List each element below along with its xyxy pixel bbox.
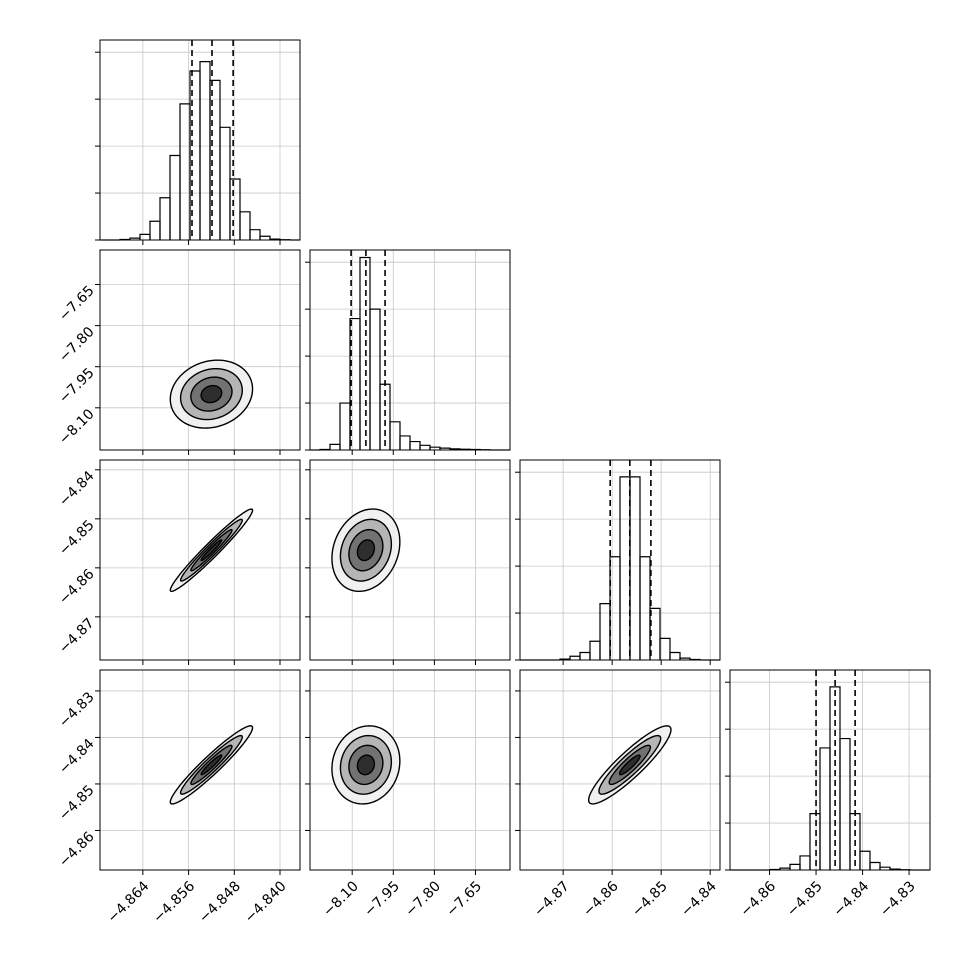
x-tick-label: −4.87 — [531, 878, 573, 920]
histogram-bin — [260, 236, 270, 240]
x-tick-label: −4.864 — [105, 878, 153, 926]
histogram-bin — [230, 179, 240, 240]
histogram-bin — [840, 739, 850, 870]
contour — [201, 386, 222, 403]
histogram-bin — [200, 62, 210, 240]
histogram-bin — [870, 862, 880, 870]
y-tick-label: −4.86 — [56, 829, 98, 871]
x-tick-label: −4.83 — [877, 878, 919, 920]
histogram-bin — [370, 309, 380, 450]
histogram-bin — [630, 477, 640, 660]
histogram-bin — [220, 127, 230, 240]
x-tick-label: −4.84 — [678, 878, 720, 920]
histogram-bin — [640, 557, 650, 660]
y-tick-label: −8.10 — [56, 406, 98, 448]
x-tick-label: −4.856 — [150, 878, 198, 926]
x-tick-label: −4.85 — [784, 878, 826, 920]
histogram-bin — [670, 652, 680, 660]
y-tick-label: −4.84 — [56, 468, 98, 510]
x-tick-label: −4.85 — [629, 878, 671, 920]
x-tick-label: −7.95 — [361, 878, 403, 920]
histogram-bin — [800, 856, 810, 870]
histogram-bin — [420, 445, 430, 450]
histogram-bin — [410, 442, 420, 450]
x-tick-label: −8.10 — [320, 878, 362, 920]
histogram-bin — [580, 652, 590, 660]
x-tick-label: −7.80 — [402, 878, 444, 920]
x-tick-label: −4.86 — [580, 878, 622, 920]
histogram-bin — [150, 221, 160, 240]
x-tick-label: −4.86 — [738, 878, 780, 920]
y-tick-label: −7.80 — [56, 324, 98, 366]
histogram-bin — [610, 557, 620, 660]
y-tick-label: −4.87 — [56, 615, 98, 657]
histogram-bin — [360, 258, 370, 450]
histogram-bin — [600, 604, 610, 660]
y-tick-label: −7.95 — [56, 365, 98, 407]
histogram-bin — [810, 814, 820, 870]
histogram-bin — [390, 422, 400, 450]
y-tick-label: −4.85 — [56, 782, 98, 824]
x-tick-label: −7.65 — [443, 878, 485, 920]
histogram-bin — [160, 198, 170, 240]
histogram-bin — [400, 436, 410, 450]
histogram-bin — [140, 234, 150, 240]
histogram-bin — [570, 656, 580, 660]
histogram-bin — [860, 851, 870, 870]
histogram-bin — [790, 864, 800, 870]
contour — [357, 755, 374, 775]
y-tick-label: −4.83 — [56, 689, 98, 731]
histogram-bin — [330, 444, 340, 450]
histogram-bin — [170, 155, 180, 240]
histogram-bin — [620, 477, 630, 660]
x-tick-label: −4.840 — [242, 878, 290, 926]
y-tick-label: −4.86 — [56, 566, 98, 608]
histogram-bin — [820, 748, 830, 870]
x-tick-label: −4.84 — [831, 878, 873, 920]
histogram-bin — [250, 230, 260, 240]
histogram-bin — [340, 403, 350, 450]
histogram-bin — [590, 641, 600, 660]
y-tick-label: −4.84 — [56, 736, 98, 778]
y-tick-label: −7.65 — [56, 283, 98, 325]
y-tick-label: −4.85 — [56, 517, 98, 559]
x-tick-label: −4.848 — [196, 878, 244, 926]
histogram-bin — [240, 212, 250, 240]
